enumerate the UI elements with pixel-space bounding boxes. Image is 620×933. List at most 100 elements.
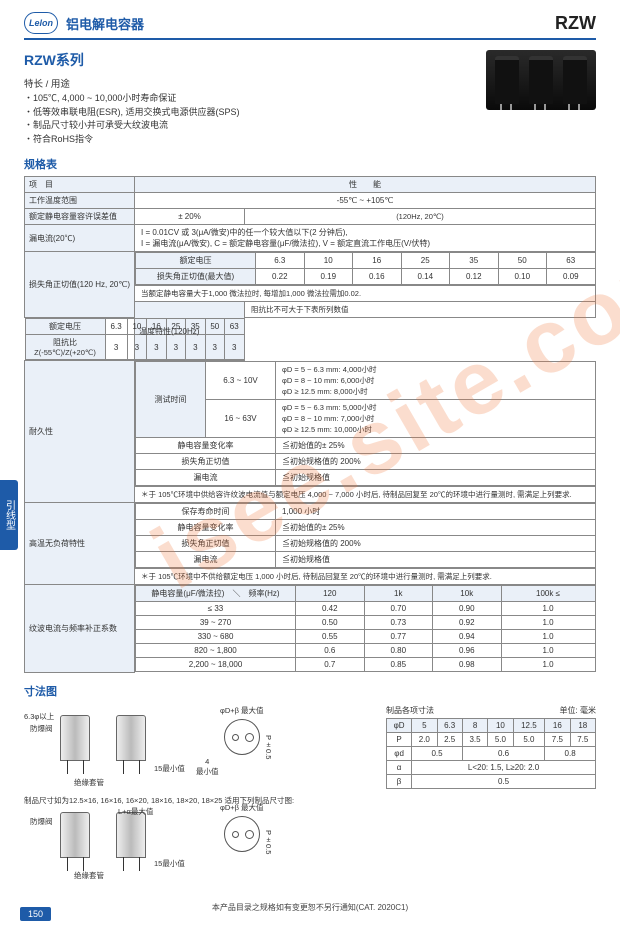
cell: 0.92: [433, 616, 502, 630]
cell: (120Hz, 20℃): [245, 209, 596, 225]
row-label: 漏电流(20℃): [25, 225, 135, 252]
cell: ≦初始规格值的 200%: [276, 536, 596, 552]
sub-h: 损失角正切值(最大值): [136, 269, 256, 285]
row-label: 纹波电流与频率补正系数: [25, 585, 135, 673]
cell: 0.55: [296, 630, 365, 644]
side-tab: 引线型: [0, 480, 18, 550]
cell: L<20: 1.5, L≥20: 2.0: [412, 760, 596, 774]
cell: 0.70: [364, 602, 433, 616]
cell: ≦初始规格值: [276, 552, 596, 568]
feature-item: 低等效串联电阻(ESR), 适用交换式电源供应器(SPS): [24, 106, 240, 120]
dim-table-title: 制品各项寸法: [386, 705, 434, 716]
cell: 50: [205, 319, 224, 335]
cell: 6.3: [256, 253, 305, 269]
feature-item: 105℃, 4,000 ~ 10,000小时寿命保证: [24, 92, 240, 106]
cell: φD = 5 ~ 6.3 mm: 4,000小时φD = 8 ~ 10 mm: …: [276, 362, 596, 400]
cell: 0.16: [353, 269, 402, 285]
spec-heading: 规格表: [24, 156, 596, 172]
cell: 18: [570, 718, 595, 732]
dim-note: 制品尺寸如为12.5×16, 16×16, 16×20, 18×16, 18×2…: [24, 795, 376, 806]
col-spec: 性 能: [135, 177, 596, 193]
cell: 39 ~ 270: [136, 616, 296, 630]
cell: 0.80: [364, 644, 433, 658]
feature-item: 制品尺寸较小并可承受大纹波电流: [24, 119, 240, 133]
features-label: 特长 / 用途: [24, 76, 240, 90]
cell: 0.98: [433, 658, 502, 672]
cell: 63: [225, 319, 244, 335]
sub-h: 测试时间: [136, 362, 206, 438]
row-label: 耐久性: [25, 361, 135, 503]
cell: 3: [127, 335, 146, 360]
cell: 5.0: [513, 732, 545, 746]
cell: 16 ~ 63V: [206, 400, 276, 438]
cell: 1.0: [501, 602, 595, 616]
cell: 0.22: [256, 269, 305, 285]
page-header: Lelon 铝电解电容器 RZW: [24, 12, 596, 40]
doc-title: 铝电解电容器: [66, 14, 144, 33]
cell: 5: [412, 718, 437, 732]
brand-logo: Lelon: [24, 12, 58, 34]
cell: 阻抗比不可大于下表所列数值: [245, 302, 596, 318]
cell: 0.50: [296, 616, 365, 630]
series-title: RZW系列: [24, 50, 240, 70]
cell: 63: [547, 253, 596, 269]
cell: ≤ 33: [136, 602, 296, 616]
cell: 1k: [364, 586, 433, 602]
cell: 0.6: [462, 746, 544, 760]
cell: φD: [387, 718, 412, 732]
cell: 静电容量变化率: [136, 438, 276, 454]
cell: 0.09: [547, 269, 596, 285]
cell: 3: [225, 335, 244, 360]
cell: I = 0.01CV 或 3(μA/微安)中的任一个较大值以下(2 分钟后), …: [135, 225, 596, 252]
cell: 1,000 小时: [276, 504, 596, 520]
cell: 0.73: [364, 616, 433, 630]
cell: 7.5: [570, 732, 595, 746]
cell: 7.5: [545, 732, 570, 746]
cell: ≦初始规格值: [276, 470, 596, 486]
cell: 8: [462, 718, 487, 732]
row-label: 损失角正切值(120 Hz, 20℃): [25, 252, 135, 318]
dimension-drawing-top: 6.3φ以上 防爆阀 绝缘套管 15最小值 4 最小值 φD+β 最大值 P±0…: [24, 705, 376, 795]
cell: 0.94: [433, 630, 502, 644]
cell: 当额定静电容量大于1,000 微法拉时, 每增加1,000 微法拉需加0.02.: [135, 286, 596, 302]
cell: 0.96: [433, 644, 502, 658]
cell: 6.3: [105, 319, 127, 335]
cell: 0.42: [296, 602, 365, 616]
cell: P: [387, 732, 412, 746]
sub-h: 额定电压: [136, 253, 256, 269]
cell: φD = 5 ~ 6.3 mm: 5,000小时φD = 8 ~ 10 mm: …: [276, 400, 596, 438]
cell: 损失角正切值: [136, 454, 276, 470]
cell: 2.5: [437, 732, 462, 746]
cell: 120: [296, 586, 365, 602]
cell: 820 ~ 1,800: [136, 644, 296, 658]
cell: 6.3: [437, 718, 462, 732]
product-photo: [486, 50, 596, 110]
cell: ＊于 105℃环境中不供给额定电压 1,000 小时后, 待制品回复至 20℃的…: [135, 569, 596, 585]
cell: 100k ≤: [501, 586, 595, 602]
row-label: 额定静电容量容许误差值: [25, 209, 135, 225]
cell: 0.7: [296, 658, 365, 672]
features-list: 105℃, 4,000 ~ 10,000小时寿命保证 低等效串联电阻(ESR),…: [24, 92, 240, 146]
cell: 1.0: [501, 630, 595, 644]
footer-note: 本产品目录之规格如有变更恕不另行通知(CAT. 2020C1): [24, 902, 596, 913]
feature-item: 符合RoHS指令: [24, 133, 240, 147]
cell: 3.5: [462, 732, 487, 746]
cell: 3: [205, 335, 224, 360]
cell: 16: [545, 718, 570, 732]
cell: 5.0: [488, 732, 513, 746]
dim-heading: 寸法图: [24, 683, 596, 699]
cell: 1.0: [501, 616, 595, 630]
cell: 50: [498, 253, 547, 269]
cell: 0.14: [401, 269, 450, 285]
cell: 静电容量变化率: [136, 520, 276, 536]
cell: 6.3 ~ 10V: [206, 362, 276, 400]
cell: 2,200 ~ 18,000: [136, 658, 296, 672]
sub-h: 静电容量(μF/微法拉) ＼ 频率(Hz): [136, 586, 296, 602]
cell: 0.77: [364, 630, 433, 644]
cell: β: [387, 774, 412, 788]
cell: 0.19: [304, 269, 353, 285]
cell: ≦初始规格值的 200%: [276, 454, 596, 470]
sub-h: 阻抗比 Z(-55℃)/Z(+20℃): [25, 335, 105, 360]
dim-table-unit: 单位: 毫米: [560, 705, 596, 716]
cell: 0.6: [296, 644, 365, 658]
